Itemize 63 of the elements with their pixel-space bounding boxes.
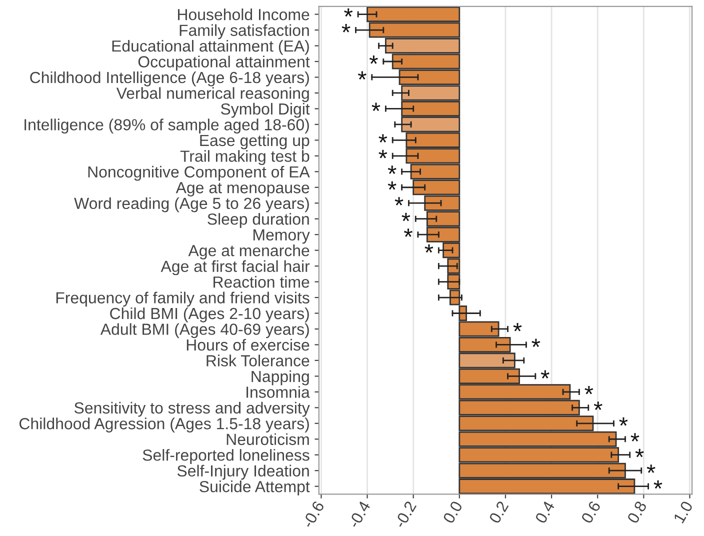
x-tick-label: -0.2 bbox=[394, 500, 417, 529]
y-tick-label: Intelligence (89% of sample aged 18-60) bbox=[24, 118, 309, 134]
annotation: * bbox=[402, 212, 410, 222]
y-tick-label: Household Income bbox=[178, 8, 310, 20]
y-tick-label: Age at menarche bbox=[188, 244, 310, 260]
annotation: * bbox=[513, 323, 522, 332]
annotation: * bbox=[394, 197, 404, 206]
y-tick-label: Occupational attainment bbox=[138, 56, 310, 71]
x-tick-label: 0.8 bbox=[626, 500, 648, 524]
y-tick-label: Sensitivity to stress and adversity bbox=[74, 402, 310, 417]
annotation: * bbox=[630, 433, 640, 442]
x-tick-label: 0.6 bbox=[580, 500, 601, 524]
y-tick-label: Neuroticism bbox=[226, 433, 309, 446]
annotation: * bbox=[646, 464, 656, 473]
y-tick-label: Memory bbox=[254, 229, 310, 244]
y-tick-label: Frequency of family and friend visits bbox=[56, 292, 310, 307]
y-tick-label: Risk Tolerance bbox=[206, 354, 310, 366]
annotation: * bbox=[342, 24, 350, 32]
y-tick-label: Noncognitive Component of EA bbox=[88, 166, 310, 181]
annotation: * bbox=[372, 102, 380, 112]
annotation: * bbox=[388, 181, 396, 190]
y-tick-label: Sleep duration bbox=[208, 213, 309, 228]
annotation: * bbox=[378, 134, 388, 142]
annotation: * bbox=[619, 417, 628, 426]
annotation: * bbox=[404, 228, 412, 237]
y-tick-label: Childhood Intelligence (Age 6-18 years) bbox=[30, 71, 309, 86]
x-tick-label: 1.0 bbox=[673, 500, 694, 524]
annotation: * bbox=[369, 56, 378, 64]
annotation: * bbox=[532, 338, 540, 348]
y-tick-label: Symbol Digit bbox=[220, 102, 310, 118]
y-tick-label: Word reading (Age 5 to 26 years) bbox=[74, 197, 309, 212]
x-tick-label: -0.6 bbox=[302, 500, 325, 529]
y-tick-label: Age at menopause bbox=[176, 182, 310, 196]
y-tick-label: Trail making test b bbox=[180, 150, 310, 166]
annotation: * bbox=[584, 386, 594, 394]
y-tick-label: Child BMI (Ages 2-10 years) bbox=[110, 307, 309, 322]
y-tick-label: Self-Injury Ideation bbox=[177, 464, 309, 480]
y-tick-label: Suicide Attempt bbox=[200, 480, 310, 496]
y-tick-label: Self-reported loneliness bbox=[142, 449, 310, 464]
annotation: * bbox=[540, 370, 550, 379]
annotation: * bbox=[388, 166, 396, 174]
y-tick-label: Reaction time bbox=[214, 276, 310, 288]
annotation: * bbox=[424, 244, 434, 253]
y-tick-label: Childhood Agression (Ages 1.5-18 years) bbox=[20, 418, 309, 432]
annotation: * bbox=[358, 71, 366, 80]
y-tick-label: Age at first facial hair bbox=[160, 260, 310, 276]
x-tick-label: 0.2 bbox=[488, 500, 509, 524]
annotation: * bbox=[635, 448, 644, 458]
x-tick-label: 0.4 bbox=[534, 500, 556, 524]
annotation: * bbox=[378, 150, 388, 158]
y-tick-label: Napping bbox=[252, 370, 309, 386]
y-tick-label: Verbal numerical reasoning bbox=[116, 87, 309, 102]
x-tick-label: 0.0 bbox=[442, 500, 463, 524]
y-tick-label: Educational attainment (EA) bbox=[112, 40, 309, 55]
annotation: * bbox=[654, 480, 662, 489]
y-tick-label: Ease getting up bbox=[200, 134, 310, 150]
annotation: * bbox=[344, 8, 353, 17]
y-tick-label: Adult BMI (Ages 40-69 years) bbox=[100, 323, 309, 338]
y-tick-label: Family satisfaction bbox=[180, 24, 309, 40]
x-tick-label: -0.4 bbox=[348, 500, 371, 529]
annotation: * bbox=[594, 402, 602, 410]
y-tick-label: Hours of exercise bbox=[186, 338, 310, 351]
y-tick-label: Insomnia bbox=[246, 386, 310, 398]
